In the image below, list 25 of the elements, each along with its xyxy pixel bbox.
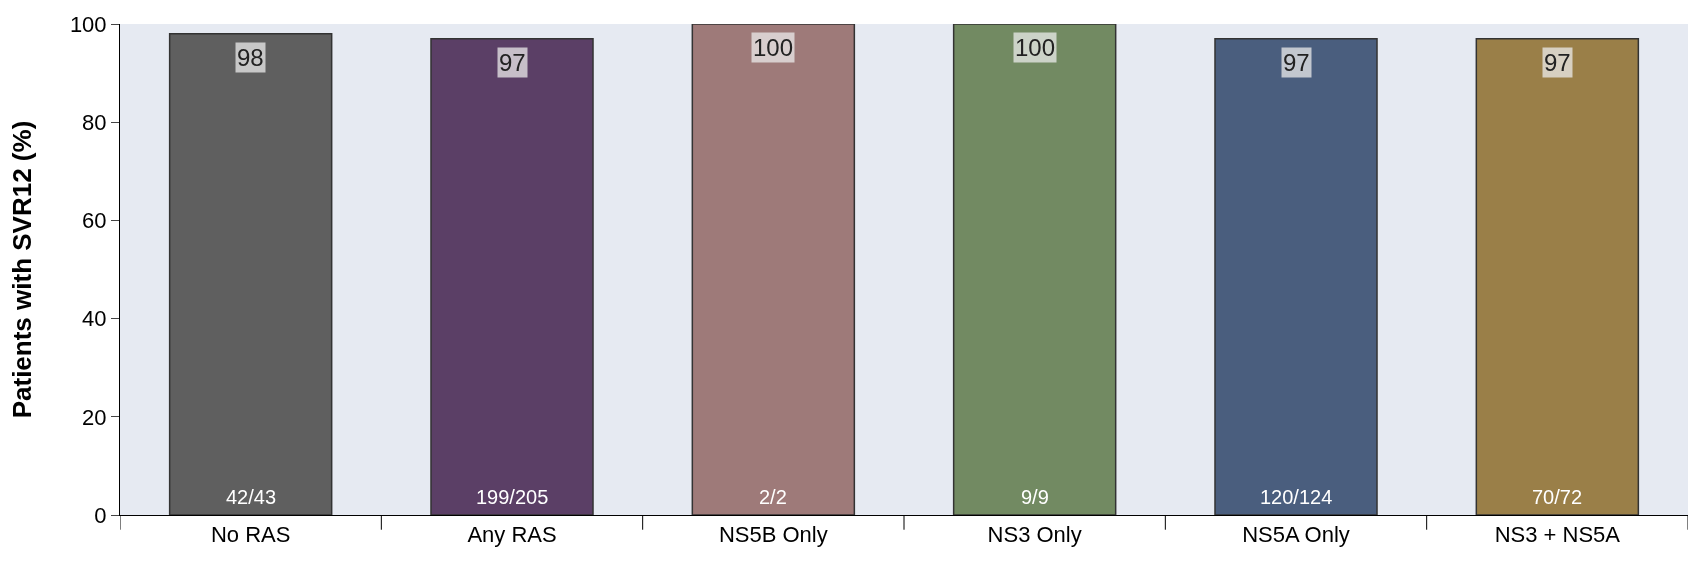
annotation: 70/72 <box>1532 486 1583 508</box>
data-label: 100 <box>753 34 794 61</box>
data-label: 97 <box>1283 49 1310 76</box>
y-tick-label: 100 <box>69 11 107 37</box>
annotation: 42/43 <box>226 486 277 508</box>
data-label: 100 <box>1015 34 1056 61</box>
y-tick-label: 0 <box>94 502 107 528</box>
data-label: 97 <box>1544 49 1571 76</box>
y-tick-label: 80 <box>82 109 107 135</box>
data-label: 97 <box>499 49 526 76</box>
data-label: 98 <box>237 44 264 71</box>
annotation: 9/9 <box>1021 486 1049 508</box>
x-tick-label: NS3 Only <box>987 522 1082 548</box>
y-tick-label: 20 <box>82 404 107 430</box>
x-tick-label: NS5B Only <box>718 522 828 548</box>
annotation: 120/124 <box>1260 486 1333 508</box>
annotation: 2/2 <box>759 486 787 508</box>
y-tick-label: 60 <box>82 208 107 234</box>
y-axis-title: Patients with SVR12 (%) <box>7 120 38 419</box>
x-tick-label: NS3 + NS5A <box>1494 522 1621 548</box>
x-tick-label: NS5A Only <box>1242 522 1350 548</box>
annotation: 199/205 <box>476 486 549 508</box>
x-tick-label: Any RAS <box>467 522 557 548</box>
y-tick-label: 40 <box>82 306 107 332</box>
x-tick-label: No RAS <box>210 522 291 548</box>
